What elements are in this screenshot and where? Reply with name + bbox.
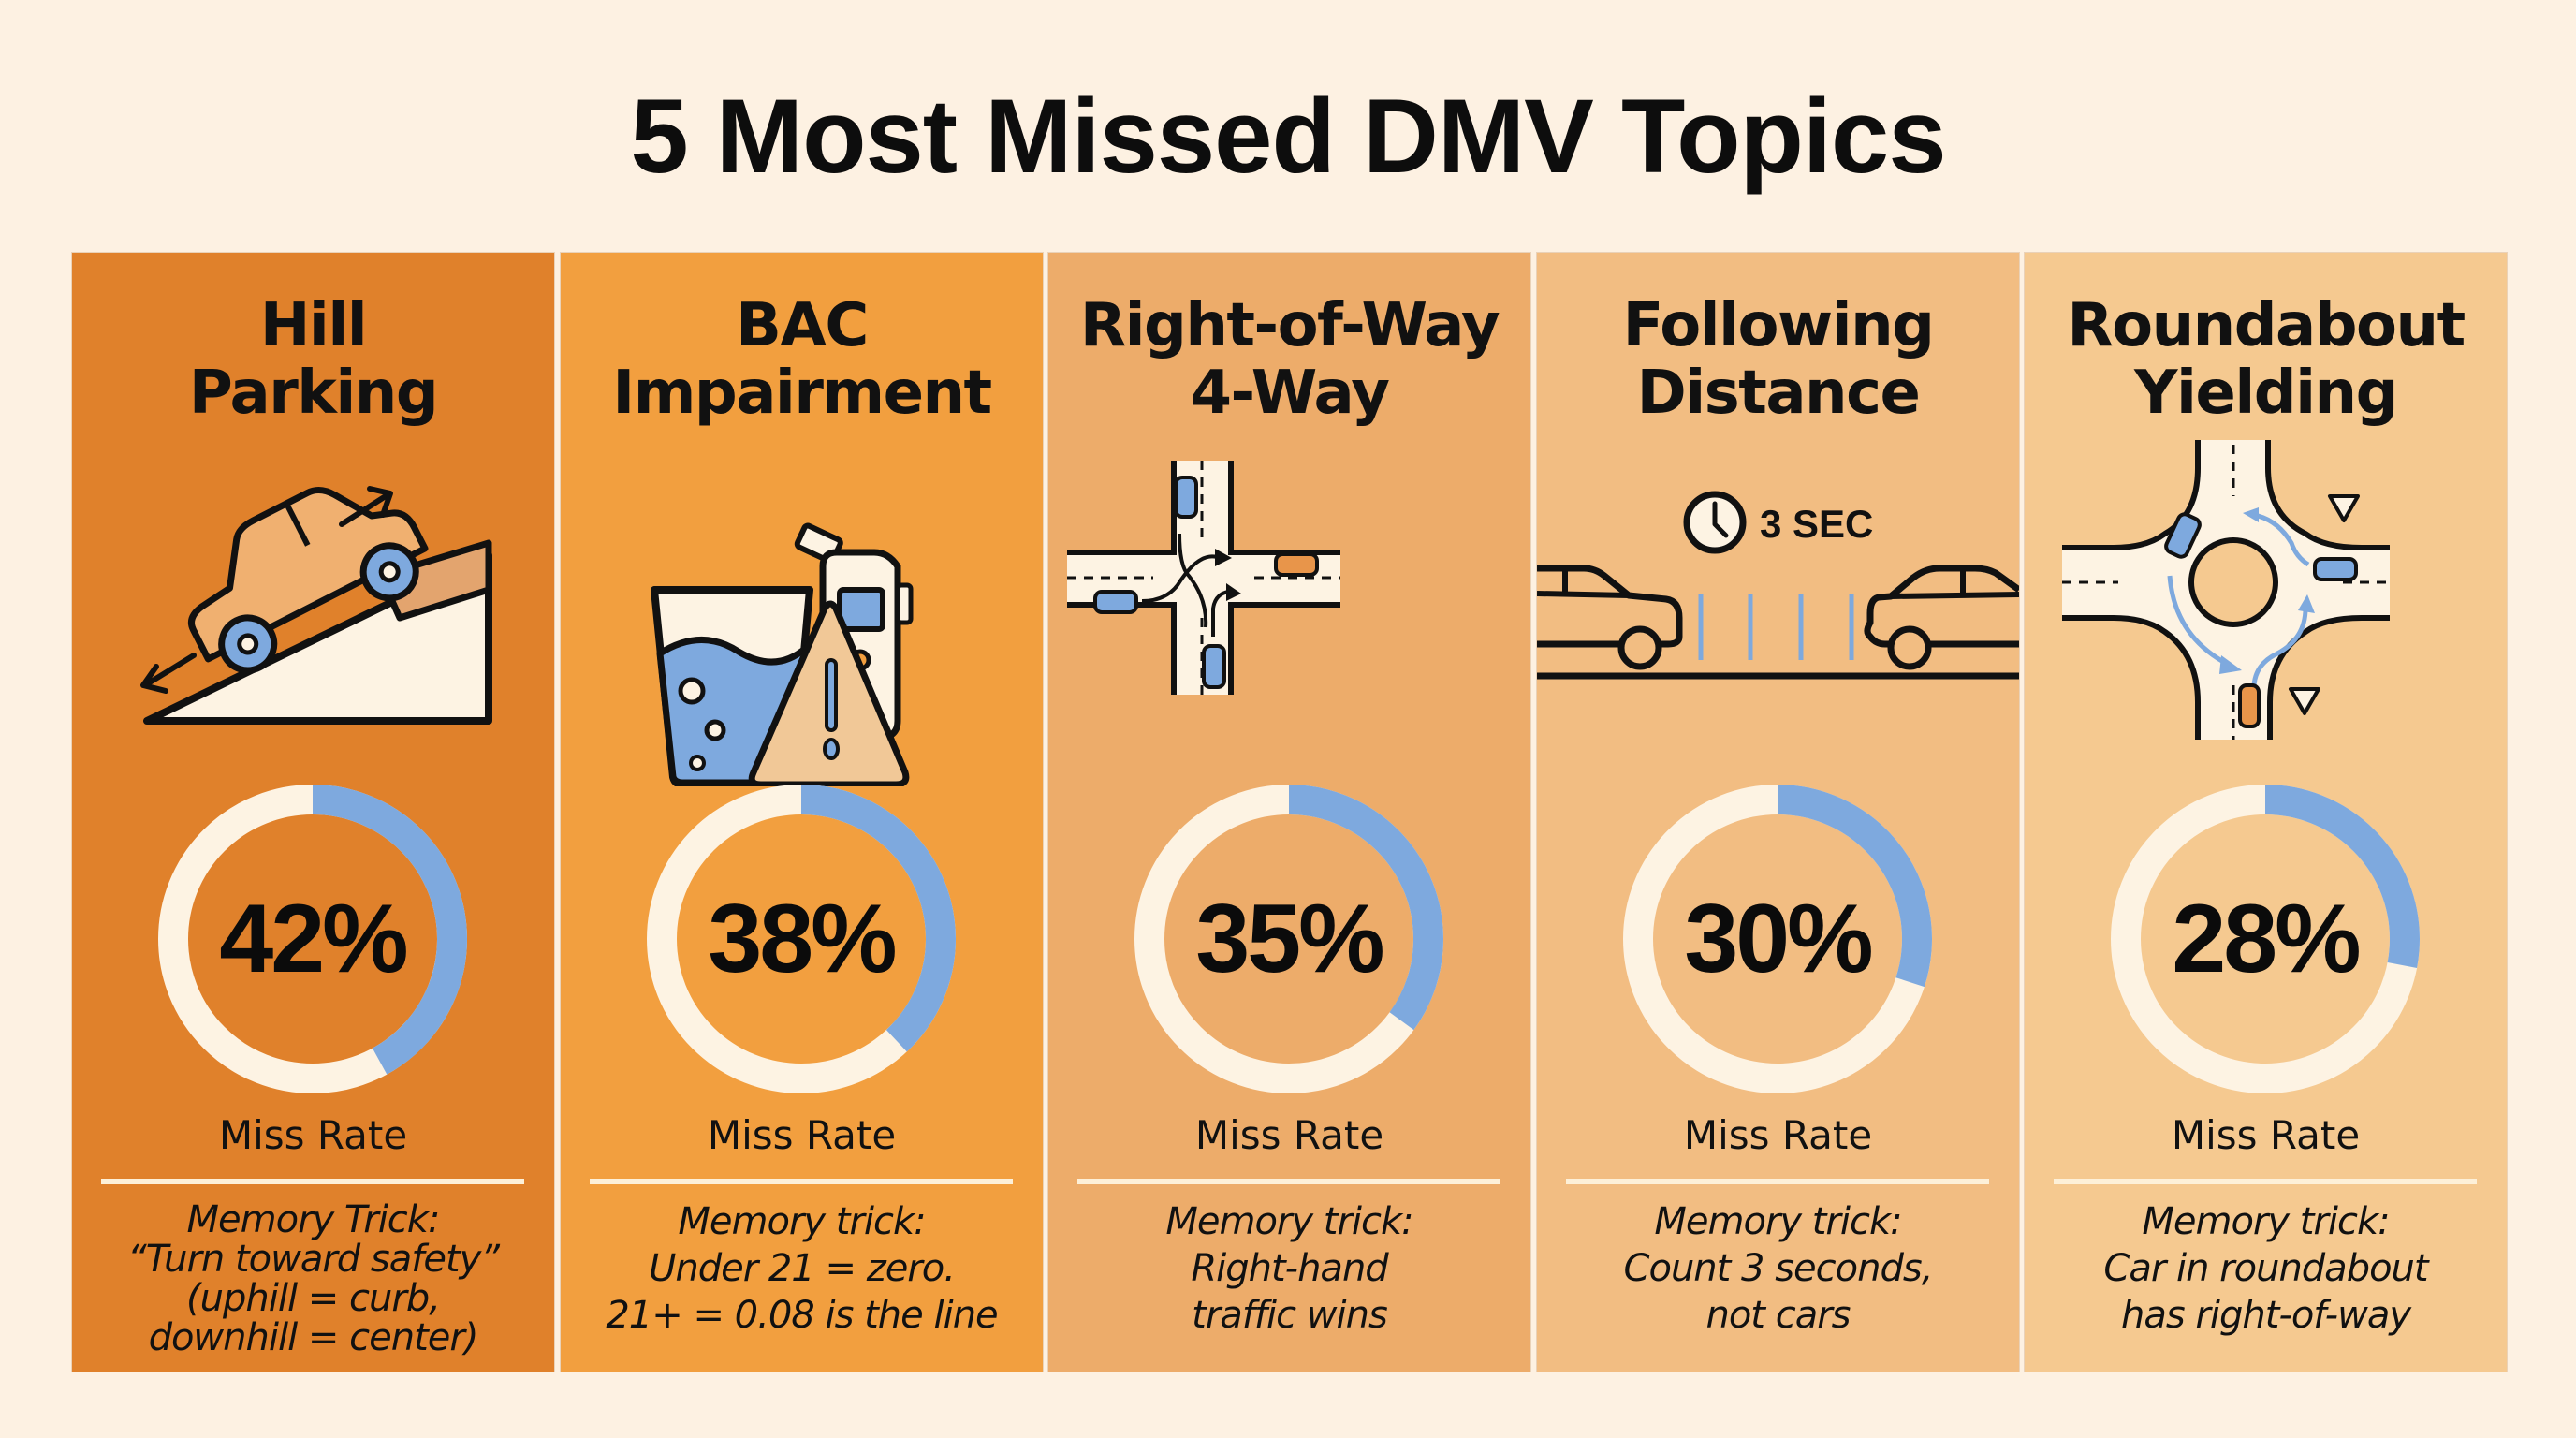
metric-label: Miss Rate	[1194, 1112, 1384, 1158]
divider	[1566, 1179, 1989, 1184]
svg-text:3 SEC: 3 SEC	[1760, 502, 1873, 546]
topic-title: BAC Impairment	[612, 291, 992, 428]
four-way-intersection-icon	[1048, 440, 1530, 1020]
topic-card-hill-parking: Hill Parking	[72, 253, 554, 1372]
topic-title: Following Distance	[1622, 291, 1935, 428]
page-title: 5 Most Missed DMV Topics	[630, 78, 1946, 195]
topic-card-following-distance: Following Distance 3 SEC	[1537, 253, 2019, 1372]
miss-rate-donut: 30%	[1623, 785, 1932, 1093]
topic-title: Roundabout Yielding	[2067, 291, 2466, 428]
divider	[590, 1179, 1013, 1184]
following-distance-icon: 3 SEC	[1537, 440, 2019, 1020]
roundabout-icon	[2025, 440, 2507, 1020]
topic-title: Right-of-Way 4-Way	[1079, 291, 1500, 428]
metric-label: Miss Rate	[2171, 1112, 2361, 1158]
topic-card-bac-impairment: BAC Impairment 38% Miss Rate	[561, 253, 1043, 1372]
car-on-hill-icon	[72, 440, 554, 1020]
memory-trick: Memory Trick: “Turn toward safety” (uphi…	[126, 1198, 500, 1359]
drink-breathalyzer-warning-icon	[561, 440, 1043, 1020]
memory-trick: Memory trick: Under 21 = zero. 21+ = 0.0…	[606, 1200, 998, 1337]
topic-card-right-of-way: Right-of-Way 4-Way	[1048, 253, 1530, 1372]
miss-rate-donut: 38%	[647, 785, 956, 1093]
miss-rate-donut: 42%	[158, 785, 467, 1093]
divider	[1077, 1179, 1500, 1184]
miss-rate-value: 30%	[1684, 884, 1873, 993]
miss-rate-value: 28%	[2172, 884, 2361, 993]
topic-title: Hill Parking	[188, 291, 439, 428]
divider	[101, 1179, 524, 1184]
metric-label: Miss Rate	[707, 1112, 897, 1158]
topic-card-roundabout-yielding: Roundabout Yielding	[2025, 253, 2507, 1372]
metric-label: Miss Rate	[218, 1112, 408, 1158]
divider	[2054, 1179, 2477, 1184]
memory-trick: Memory trick: Car in roundabout has righ…	[2103, 1200, 2428, 1337]
memory-trick: Memory trick: Right-hand traffic wins	[1165, 1200, 1413, 1337]
miss-rate-donut: 28%	[2111, 785, 2420, 1093]
miss-rate-value: 42%	[219, 884, 408, 993]
miss-rate-donut: 35%	[1134, 785, 1443, 1093]
memory-trick: Memory trick: Count 3 seconds, not cars	[1623, 1200, 1934, 1337]
metric-label: Miss Rate	[1683, 1112, 1873, 1158]
miss-rate-value: 38%	[708, 884, 897, 993]
miss-rate-value: 35%	[1195, 884, 1384, 993]
